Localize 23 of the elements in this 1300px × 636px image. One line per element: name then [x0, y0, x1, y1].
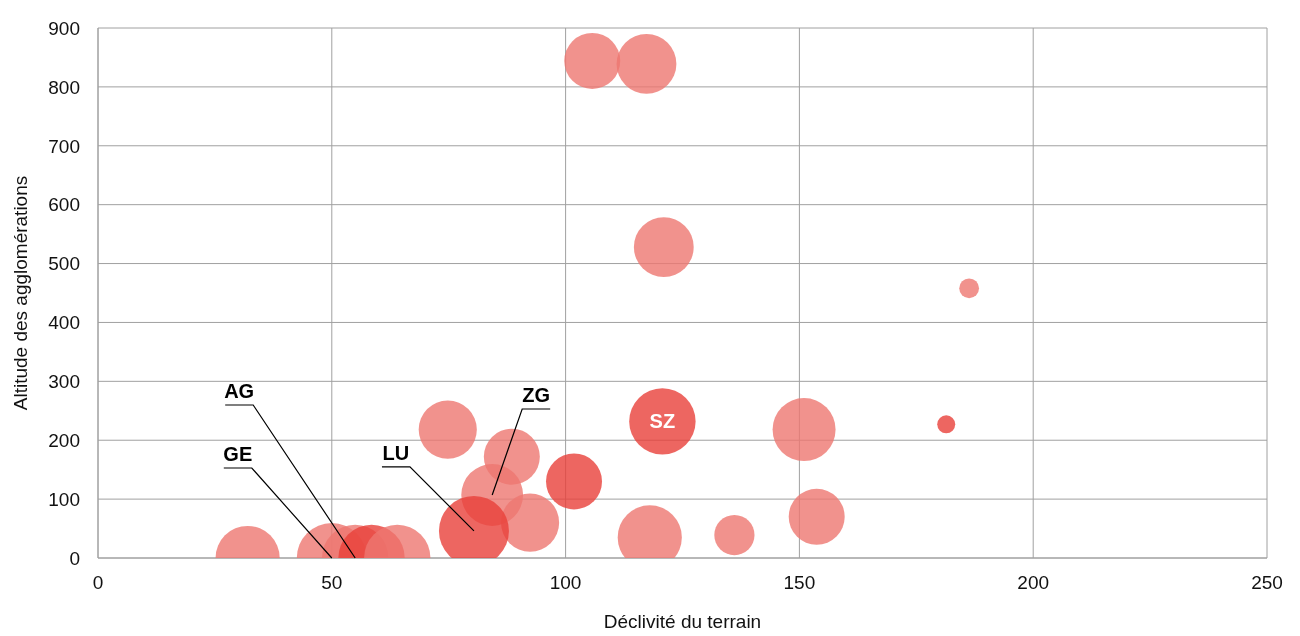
annotation: GE [223, 443, 253, 465]
y-tick-label: 0 [69, 547, 80, 569]
y-tick-label: 600 [48, 194, 80, 216]
x-tick-label: 50 [321, 572, 343, 594]
x-tick-label: 250 [1251, 572, 1283, 594]
annotation: ZG [522, 383, 551, 406]
x-tick-label: 100 [549, 572, 582, 594]
x-axis-title: Déclivité du terrain [603, 611, 762, 632]
annotation: SZ [649, 410, 676, 433]
y-tick-label: 900 [48, 17, 80, 39]
y-tick-label: 800 [48, 76, 80, 98]
y-tick-label: 200 [48, 429, 80, 451]
annotation: LU [382, 441, 410, 464]
x-tick-label: 150 [783, 572, 816, 594]
x-tick-label: 200 [1017, 572, 1050, 594]
y-tick-label: 300 [48, 371, 80, 393]
x-tick-label: 0 [92, 572, 104, 594]
y-tick-label: 500 [48, 253, 80, 275]
y-tick-label: 100 [48, 488, 80, 510]
y-tick-label: 700 [48, 135, 80, 157]
y-axis-title: Altitude des agglomérations [9, 175, 31, 411]
annotation: AG [224, 380, 255, 402]
y-tick-label: 400 [48, 312, 80, 334]
